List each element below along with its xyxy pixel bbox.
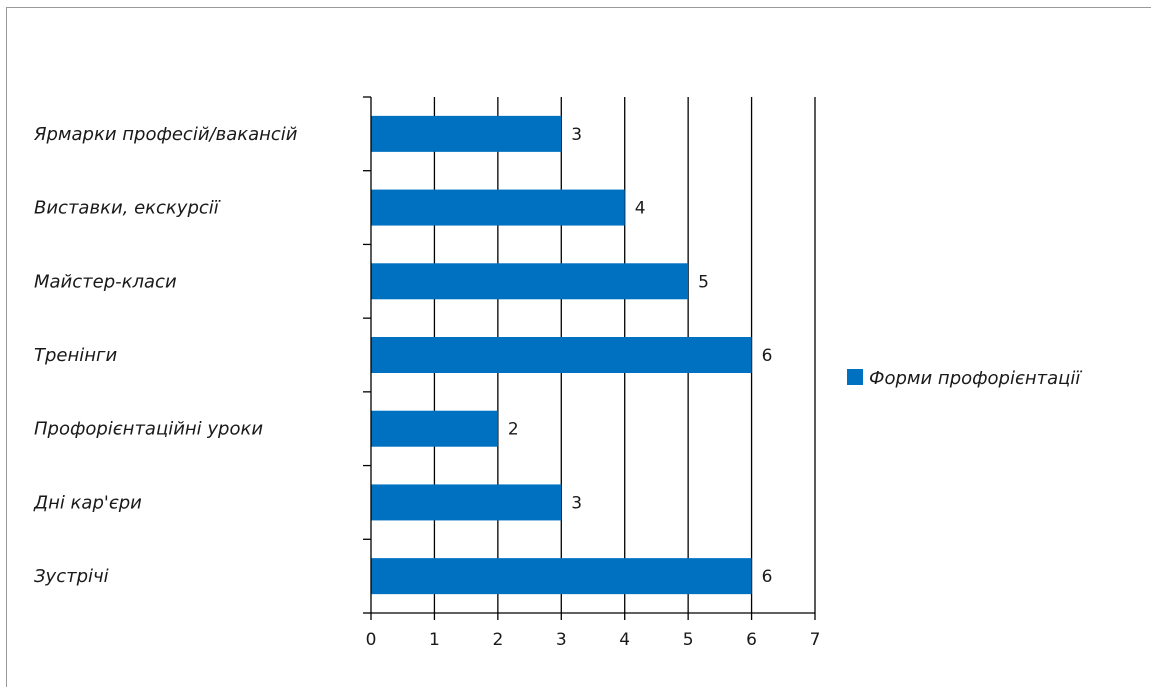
category-label-1: Виставки, екскурсії: [34, 198, 221, 219]
data-label-4: 2: [508, 420, 519, 440]
bars: [371, 115, 752, 595]
category-label-4: Профорієнтаційні уроки: [34, 419, 263, 440]
x-tick-label-0: 0: [366, 630, 377, 650]
chart-frame: [6, 7, 1151, 687]
x-tick-label-2: 2: [492, 630, 503, 650]
data-label-6: 6: [762, 567, 773, 587]
data-label-5: 3: [571, 493, 582, 513]
data-label-0: 3: [571, 125, 582, 145]
category-labels: Ярмарки професій/вакансій Виставки, екску…: [33, 124, 298, 587]
data-label-1: 4: [635, 199, 646, 219]
x-tick-label-5: 5: [683, 630, 694, 650]
x-tick-label-7: 7: [810, 630, 821, 650]
category-label-0: Ярмарки професій/вакансій: [33, 124, 298, 145]
bar-6: [371, 558, 752, 595]
data-label-2: 5: [698, 272, 709, 292]
bar-3: [371, 337, 752, 373]
bar-0: [371, 115, 562, 152]
legend: Форми профорієнтації: [847, 368, 1082, 389]
axes: [363, 96, 816, 620]
legend-label: Форми профорієнтації: [869, 368, 1082, 389]
x-tick-label-1: 1: [429, 630, 440, 650]
data-labels: 3 4 5 6 2 3 6: [508, 125, 773, 587]
legend-swatch: [847, 369, 863, 385]
bar-5: [371, 484, 562, 521]
x-tick-label-4: 4: [619, 630, 630, 650]
bar-2: [371, 263, 689, 300]
bar-4: [371, 410, 498, 447]
x-tick-label-3: 3: [556, 630, 567, 650]
category-label-2: Майстер-класи: [34, 271, 177, 292]
category-label-6: Зустрічі: [34, 566, 109, 587]
data-label-3: 6: [762, 346, 773, 366]
x-tick-label-6: 6: [746, 630, 757, 650]
category-label-5: Дні кар'єри: [33, 492, 142, 513]
category-label-3: Тренінги: [34, 345, 117, 366]
bar-1: [371, 189, 625, 226]
tick-labels: 0 1 2 3 4 5 6 7: [366, 630, 821, 650]
